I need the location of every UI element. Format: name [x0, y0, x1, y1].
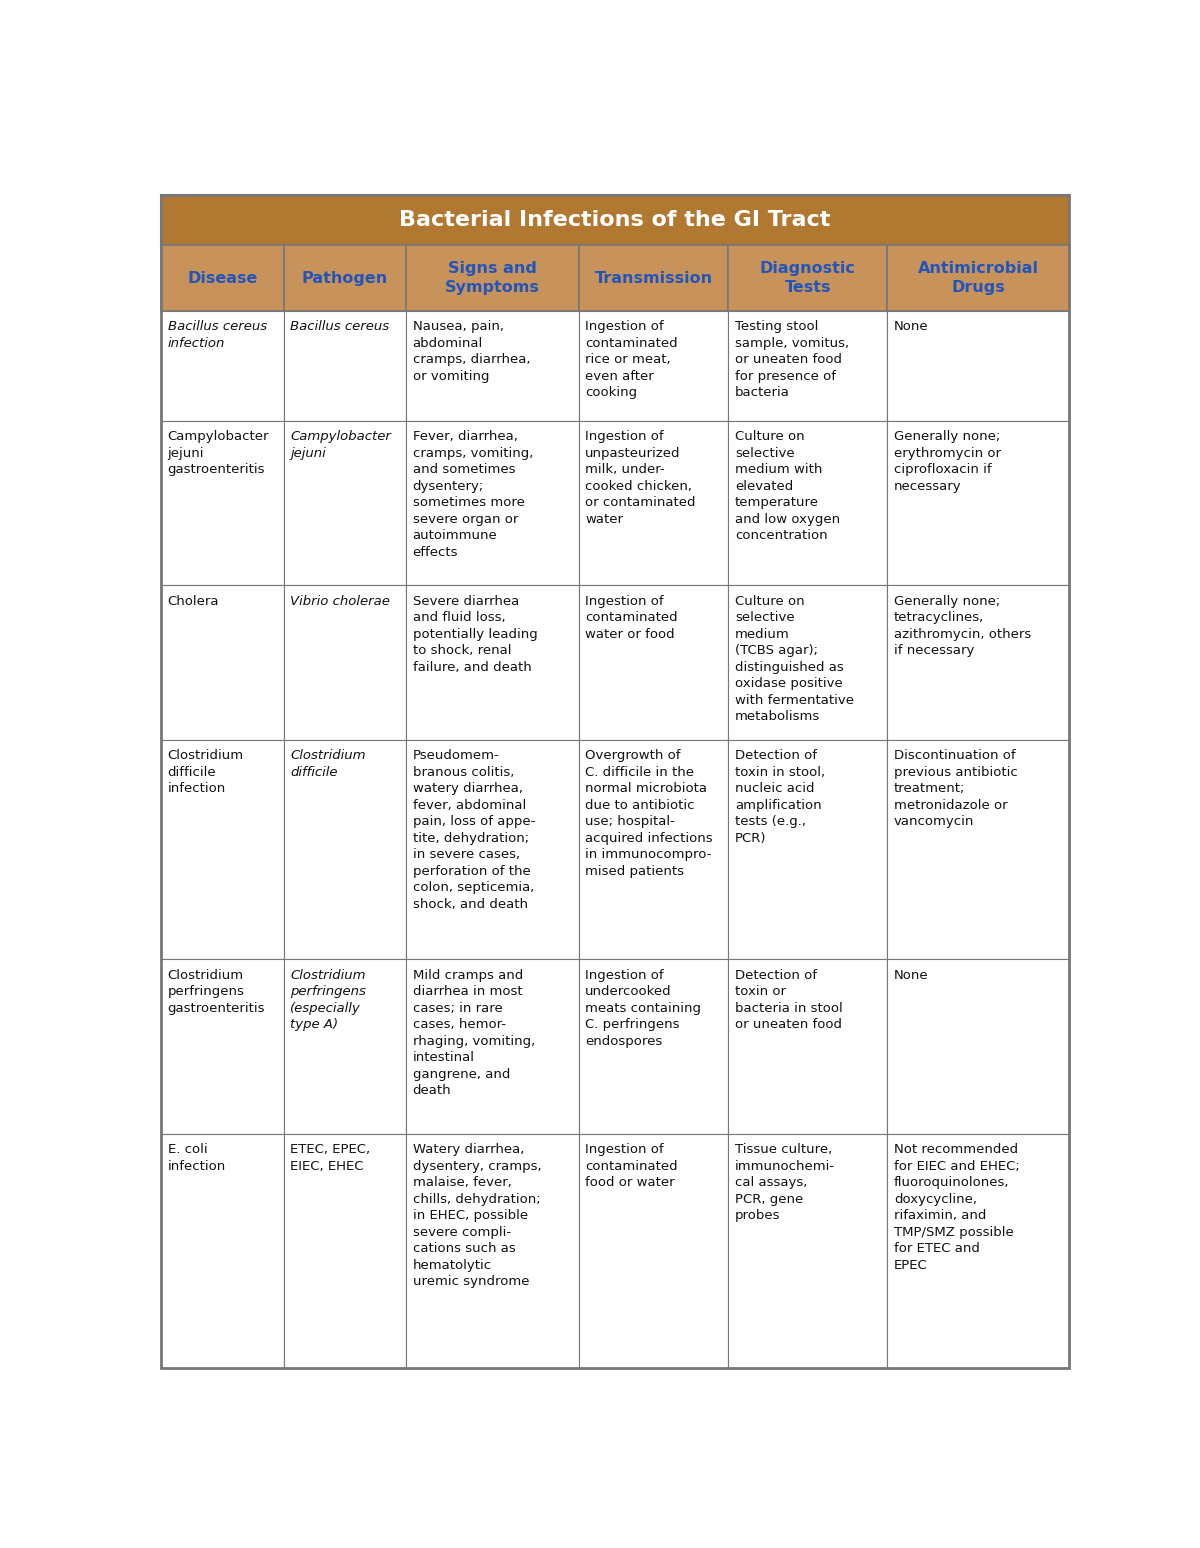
Bar — [407, 246, 578, 311]
Bar — [728, 421, 887, 585]
Bar — [578, 585, 728, 740]
Text: Severe diarrhea
and fluid loss,
potentially leading
to shock, renal
failure, and: Severe diarrhea and fluid loss, potentia… — [413, 594, 538, 673]
Bar — [161, 195, 1069, 245]
Text: Bacillus cereus
infection: Bacillus cereus infection — [168, 320, 266, 350]
Text: Ingestion of
contaminated
food or water: Ingestion of contaminated food or water — [586, 1144, 678, 1189]
Text: Vibrio cholerae: Vibrio cholerae — [290, 594, 390, 608]
Text: E. coli
infection: E. coli infection — [168, 1144, 226, 1173]
Bar — [407, 421, 578, 585]
Bar — [578, 246, 728, 311]
Bar — [161, 1133, 283, 1368]
Bar — [161, 421, 283, 585]
Bar — [407, 585, 578, 740]
Text: Clostridium
perfringens
gastroenteritis: Clostridium perfringens gastroenteritis — [168, 969, 265, 1015]
Text: Detection of
toxin in stool,
nucleic acid
amplification
tests (e.g.,
PCR): Detection of toxin in stool, nucleic aci… — [734, 749, 826, 845]
Text: None: None — [894, 320, 929, 333]
Text: ETEC, EPEC,
EIEC, EHEC: ETEC, EPEC, EIEC, EHEC — [290, 1144, 371, 1173]
Bar — [283, 1133, 407, 1368]
Bar — [283, 960, 407, 1133]
Text: Clostridium
difficile: Clostridium difficile — [290, 749, 366, 779]
Bar — [728, 960, 887, 1133]
Bar — [283, 740, 407, 960]
Text: Watery diarrhea,
dysentery, cramps,
malaise, fever,
chills, dehydration;
in EHEC: Watery diarrhea, dysentery, cramps, mala… — [413, 1144, 541, 1288]
Bar — [578, 740, 728, 960]
Text: Bacillus cereus: Bacillus cereus — [290, 320, 389, 333]
Text: Overgrowth of
C. difficile in the
normal microbiota
due to antibiotic
use; hospi: Overgrowth of C. difficile in the normal… — [586, 749, 713, 878]
Text: Diagnostic
Tests: Diagnostic Tests — [760, 262, 856, 296]
Bar — [887, 421, 1069, 585]
Bar — [887, 960, 1069, 1133]
Bar — [578, 960, 728, 1133]
Bar — [728, 1133, 887, 1368]
Text: Ingestion of
contaminated
water or food: Ingestion of contaminated water or food — [586, 594, 678, 641]
Text: Culture on
selective
medium
(TCBS agar);
distinguished as
oxidase positive
with : Culture on selective medium (TCBS agar);… — [734, 594, 854, 723]
Bar — [407, 311, 578, 421]
Text: Discontinuation of
previous antibiotic
treatment;
metronidazole or
vancomycin: Discontinuation of previous antibiotic t… — [894, 749, 1018, 828]
Text: Cholera: Cholera — [168, 594, 220, 608]
Text: Ingestion of
contaminated
rice or meat,
even after
cooking: Ingestion of contaminated rice or meat, … — [586, 320, 678, 399]
Text: Clostridium
difficile
infection: Clostridium difficile infection — [168, 749, 244, 796]
Text: Testing stool
sample, vomitus,
or uneaten food
for presence of
bacteria: Testing stool sample, vomitus, or uneate… — [734, 320, 850, 399]
Text: Signs and
Symptoms: Signs and Symptoms — [445, 262, 540, 296]
Text: None: None — [894, 969, 929, 981]
Bar — [728, 311, 887, 421]
Text: Generally none;
tetracyclines,
azithromycin, others
if necessary: Generally none; tetracyclines, azithromy… — [894, 594, 1031, 658]
Text: Pathogen: Pathogen — [302, 271, 388, 286]
Text: Culture on
selective
medium with
elevated
temperature
and low oxygen
concentrati: Culture on selective medium with elevate… — [734, 430, 840, 542]
Bar — [887, 585, 1069, 740]
Text: Bacterial Infections of the GI Tract: Bacterial Infections of the GI Tract — [400, 211, 830, 231]
Text: Not recommended
for EIEC and EHEC;
fluoroquinolones,
doxycycline,
rifaximin, and: Not recommended for EIEC and EHEC; fluor… — [894, 1144, 1020, 1272]
Bar — [578, 311, 728, 421]
Bar — [161, 311, 283, 421]
Text: Ingestion of
unpasteurized
milk, under-
cooked chicken,
or contaminated
water: Ingestion of unpasteurized milk, under- … — [586, 430, 696, 526]
Bar — [728, 740, 887, 960]
Text: Mild cramps and
diarrhea in most
cases; in rare
cases, hemor-
rhaging, vomiting,: Mild cramps and diarrhea in most cases; … — [413, 969, 535, 1098]
Bar — [283, 246, 407, 311]
Bar — [887, 246, 1069, 311]
Bar — [887, 740, 1069, 960]
Bar — [283, 311, 407, 421]
Bar — [728, 585, 887, 740]
Text: Antimicrobial
Drugs: Antimicrobial Drugs — [918, 262, 1038, 296]
Text: Campylobacter
jejuni
gastroenteritis: Campylobacter jejuni gastroenteritis — [168, 430, 269, 477]
Bar — [887, 1133, 1069, 1368]
Bar — [407, 740, 578, 960]
Bar — [887, 311, 1069, 421]
Bar — [161, 246, 283, 311]
Bar — [728, 246, 887, 311]
Text: Pseudomem-
branous colitis,
watery diarrhea,
fever, abdominal
pain, loss of appe: Pseudomem- branous colitis, watery diarr… — [413, 749, 535, 910]
Text: Transmission: Transmission — [594, 271, 713, 286]
Text: Generally none;
erythromycin or
ciprofloxacin if
necessary: Generally none; erythromycin or ciproflo… — [894, 430, 1001, 492]
Bar — [407, 960, 578, 1133]
Bar — [283, 585, 407, 740]
Text: Fever, diarrhea,
cramps, vomiting,
and sometimes
dysentery;
sometimes more
sever: Fever, diarrhea, cramps, vomiting, and s… — [413, 430, 533, 559]
Text: Ingestion of
undercooked
meats containing
C. perfringens
endospores: Ingestion of undercooked meats containin… — [586, 969, 701, 1048]
Bar — [578, 421, 728, 585]
Bar — [578, 1133, 728, 1368]
Bar — [407, 1133, 578, 1368]
Bar — [283, 421, 407, 585]
Text: Clostridium
perfringens
(especially
type A): Clostridium perfringens (especially type… — [290, 969, 366, 1031]
Bar — [161, 585, 283, 740]
Text: Campylobacter
jejuni: Campylobacter jejuni — [290, 430, 391, 460]
Bar — [161, 960, 283, 1133]
Text: Tissue culture,
immunochemi-
cal assays,
PCR, gene
probes: Tissue culture, immunochemi- cal assays,… — [734, 1144, 835, 1223]
Text: Nausea, pain,
abdominal
cramps, diarrhea,
or vomiting: Nausea, pain, abdominal cramps, diarrhea… — [413, 320, 530, 382]
Text: Detection of
toxin or
bacteria in stool
or uneaten food: Detection of toxin or bacteria in stool … — [734, 969, 842, 1031]
Bar — [161, 740, 283, 960]
Text: Disease: Disease — [187, 271, 258, 286]
